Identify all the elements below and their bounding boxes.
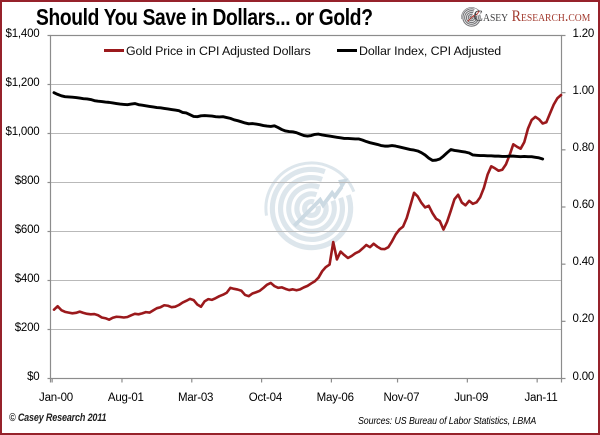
data-series	[52, 91, 563, 322]
y-axis-label-right-060: 0.60	[572, 199, 595, 211]
y-axis-label-left-0: $0	[27, 370, 40, 383]
y-axis-label-left-600: $600	[14, 223, 40, 236]
legend-item-gold: Gold Price in CPI Adjusted Dollars	[104, 44, 311, 58]
x-axis-label-jun-09: Jun-09	[454, 391, 489, 404]
brand-name-casey: Casey	[473, 8, 512, 25]
x-axis-label-aug-01: Aug-01	[107, 391, 144, 404]
gridlines	[50, 84, 562, 330]
y-axis-label-left-400: $400	[14, 272, 40, 285]
legend-label-dollar: Dollar Index, CPI Adjusted	[359, 43, 502, 58]
y-axis-label-right-000: 0.00	[572, 370, 595, 383]
y-axis-label-right-100: 1.00	[572, 84, 595, 97]
page-title: Should You Save in Dollars... or Gold?	[36, 4, 373, 30]
y-axis-label-right-020: 0.20	[572, 313, 595, 326]
watermark-casey-spiral-icon	[265, 162, 354, 248]
sources-note: Sources: US Bureau of Labor Statistics, …	[358, 415, 537, 427]
series-line-gold	[52, 93, 563, 322]
y-axis-label-left-1000: $1,000	[5, 125, 40, 138]
y-axis-label-right-040: 0.40	[572, 256, 595, 269]
y-axis-label-left-800: $800	[14, 174, 40, 187]
axes	[47, 34, 566, 383]
x-axis-label-may-06: May-06	[316, 391, 354, 404]
brand-name: Casey Research.com	[473, 7, 590, 27]
legend-label-gold: Gold Price in CPI Adjusted Dollars	[126, 43, 311, 58]
x-axis-label-nov-07: Nov-07	[383, 391, 420, 404]
brand-name-research: Research.com	[511, 8, 590, 25]
legend-swatch-dollar	[337, 49, 357, 52]
copyright-note: © Casey Research 2011	[9, 412, 107, 424]
series-line-dollar-index	[52, 91, 545, 162]
legend-swatch-gold	[104, 49, 124, 52]
brand-logo: Casey Research.com	[457, 6, 590, 28]
x-axis-label-jan-00: Jan-00	[39, 391, 73, 404]
y-axis-label-right-120: 1.20	[572, 27, 595, 40]
x-axis-label-mar-03: Mar-03	[177, 391, 214, 404]
y-axis-label-left-1200: $1,200	[5, 76, 40, 89]
y-axis-label-right-080: 0.80	[572, 141, 595, 154]
y-axis-label-left-1400: $1,400	[5, 27, 40, 40]
y-axis-label-left-200: $200	[14, 321, 40, 334]
legend-item-dollar: Dollar Index, CPI Adjusted	[337, 44, 501, 58]
x-axis-label-jan-11: Jan-11	[524, 391, 558, 404]
x-axis-label-oct-04: Oct-04	[248, 391, 283, 404]
